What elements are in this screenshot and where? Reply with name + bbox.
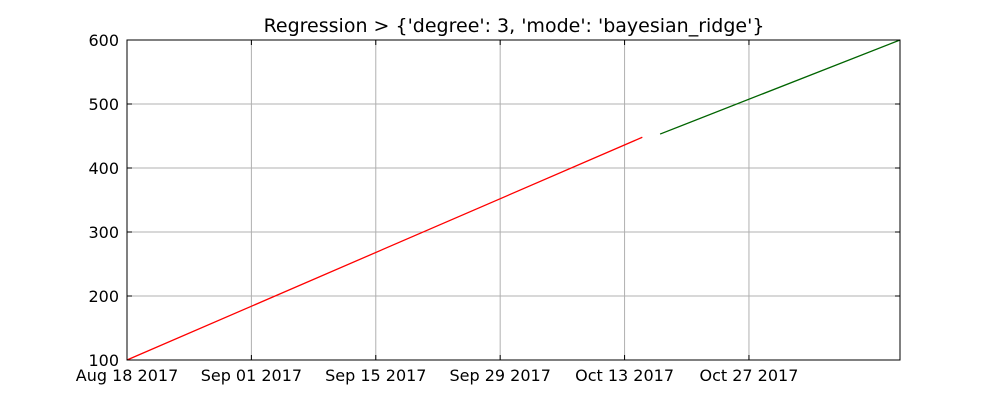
series-layer [126,39,901,361]
x-tick-label: Sep 01 2017 [201,366,302,385]
x-tick-label: Oct 13 2017 [575,366,674,385]
y-tick-label: 500 [88,95,119,114]
x-tick-label: Sep 15 2017 [325,366,426,385]
y-tick-label: 200 [88,287,119,306]
y-tick-label: 400 [88,159,119,178]
series-line-2 [659,39,901,135]
chart-title: Regression > {'degree': 3, 'mode': 'baye… [264,15,765,37]
y-tick-label: 300 [88,223,119,242]
x-tick-label: Sep 29 2017 [449,366,550,385]
ticks: Aug 18 2017 Sep 01 2017 Sep 15 2017 Sep 29 … [76,31,900,385]
y-tick-label: 100 [88,351,119,370]
series-line-1 [126,136,643,361]
grid [126,39,900,361]
y-tick-label: 600 [88,31,119,50]
x-tick-label: Oct 27 2017 [699,366,798,385]
plot-frame [126,39,901,361]
x-tick-label: Aug 18 2017 [76,366,179,385]
